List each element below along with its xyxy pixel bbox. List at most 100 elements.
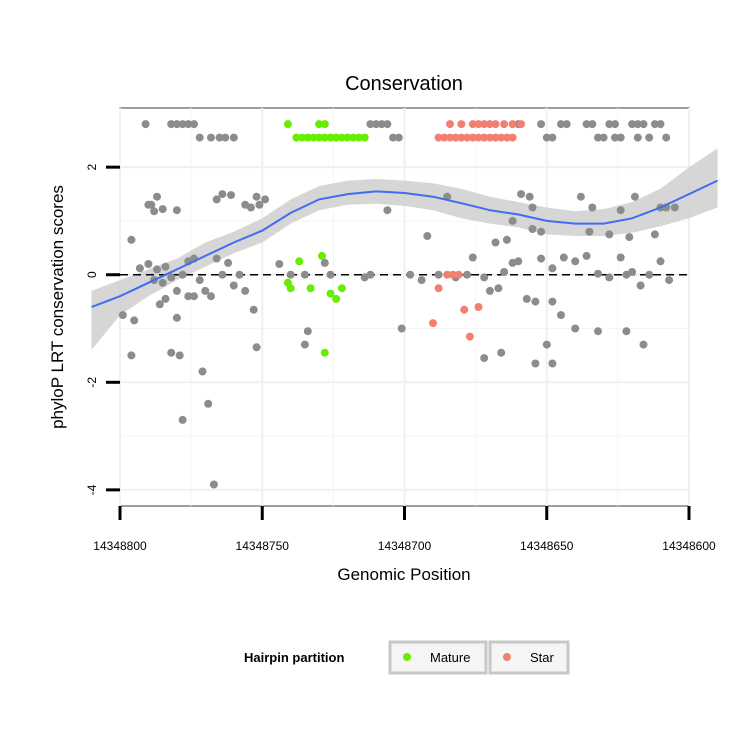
point-other bbox=[588, 203, 597, 212]
point-mature bbox=[292, 133, 301, 142]
point-other bbox=[508, 216, 517, 225]
point-other bbox=[576, 192, 585, 201]
point-other bbox=[500, 268, 509, 276]
point-other bbox=[594, 327, 602, 336]
point-star bbox=[517, 120, 526, 129]
point-other bbox=[167, 348, 176, 357]
point-star bbox=[485, 133, 494, 142]
point-other bbox=[633, 120, 642, 129]
point-other bbox=[153, 265, 161, 274]
point-other bbox=[389, 133, 398, 142]
legend: Hairpin partition Mature Star bbox=[244, 640, 570, 675]
point-other bbox=[463, 270, 472, 279]
point-other bbox=[201, 286, 210, 295]
point-other bbox=[127, 351, 136, 360]
point-star bbox=[500, 120, 509, 129]
point-other bbox=[135, 264, 144, 273]
point-other bbox=[491, 238, 500, 247]
point-other bbox=[611, 133, 619, 142]
point-other bbox=[204, 399, 213, 408]
point-other bbox=[662, 133, 671, 142]
point-mature bbox=[360, 133, 369, 142]
point-other bbox=[235, 270, 244, 279]
point-other bbox=[502, 235, 511, 244]
point-mature bbox=[286, 284, 295, 293]
point-other bbox=[582, 120, 591, 129]
point-star bbox=[491, 120, 500, 129]
x-tick-label: 14348750 bbox=[236, 539, 290, 553]
y-tick-label: -2 bbox=[85, 377, 99, 388]
point-other bbox=[175, 351, 184, 360]
point-other bbox=[209, 480, 218, 489]
point-other bbox=[229, 281, 238, 290]
grid-lines bbox=[119, 108, 690, 506]
point-other bbox=[144, 260, 153, 268]
point-other bbox=[650, 230, 659, 239]
point-other bbox=[300, 270, 309, 279]
point-other bbox=[645, 270, 654, 279]
point-other bbox=[178, 415, 187, 424]
point-other bbox=[184, 292, 193, 301]
point-other bbox=[588, 120, 597, 129]
point-mature bbox=[315, 120, 324, 129]
point-other bbox=[665, 276, 674, 285]
point-mature bbox=[306, 284, 315, 293]
point-other bbox=[153, 192, 161, 201]
point-other bbox=[594, 269, 602, 278]
point-star bbox=[502, 133, 511, 142]
point-mature bbox=[298, 133, 307, 142]
point-other bbox=[218, 190, 227, 199]
point-other bbox=[656, 120, 665, 129]
point-other bbox=[172, 206, 181, 215]
point-other bbox=[212, 254, 221, 263]
point-other bbox=[650, 120, 659, 129]
point-other bbox=[118, 311, 127, 320]
point-other bbox=[158, 278, 167, 287]
point-star bbox=[460, 305, 469, 314]
points-layer bbox=[118, 120, 679, 489]
confidence-band bbox=[91, 148, 718, 350]
point-mature bbox=[283, 120, 292, 129]
point-other bbox=[622, 327, 631, 336]
point-other bbox=[571, 257, 580, 266]
point-other bbox=[628, 120, 637, 129]
point-other bbox=[161, 262, 170, 271]
point-other bbox=[423, 232, 432, 240]
x-tick-label: 14348650 bbox=[520, 539, 574, 553]
point-other bbox=[585, 227, 594, 236]
point-other bbox=[548, 133, 557, 142]
point-other bbox=[537, 227, 546, 236]
point-other bbox=[656, 257, 665, 266]
point-other bbox=[636, 281, 645, 290]
x-tick-label: 14348700 bbox=[378, 539, 432, 553]
point-other bbox=[537, 120, 546, 129]
point-other bbox=[542, 133, 551, 142]
point-other bbox=[158, 205, 167, 214]
point-other bbox=[497, 348, 506, 357]
point-other bbox=[207, 133, 215, 142]
point-other bbox=[548, 359, 557, 368]
point-other bbox=[605, 273, 614, 282]
point-star bbox=[508, 120, 517, 129]
point-other bbox=[485, 286, 494, 295]
point-other bbox=[195, 133, 204, 142]
point-other bbox=[229, 133, 238, 142]
point-other bbox=[625, 233, 634, 242]
point-other bbox=[628, 268, 637, 276]
point-star bbox=[468, 133, 477, 142]
legend-mature-dot bbox=[403, 653, 411, 661]
point-other bbox=[167, 120, 176, 129]
point-other bbox=[326, 270, 335, 279]
point-other bbox=[172, 120, 181, 129]
point-other bbox=[397, 324, 406, 333]
point-other bbox=[542, 340, 551, 349]
point-other bbox=[522, 294, 531, 303]
confidence-band-layer bbox=[91, 148, 718, 350]
point-mature bbox=[332, 133, 341, 142]
point-other bbox=[616, 253, 625, 262]
x-tick-label: 14348600 bbox=[662, 539, 716, 553]
point-other bbox=[172, 286, 181, 295]
point-other bbox=[559, 253, 568, 262]
point-other bbox=[514, 257, 523, 266]
point-star bbox=[446, 120, 454, 129]
